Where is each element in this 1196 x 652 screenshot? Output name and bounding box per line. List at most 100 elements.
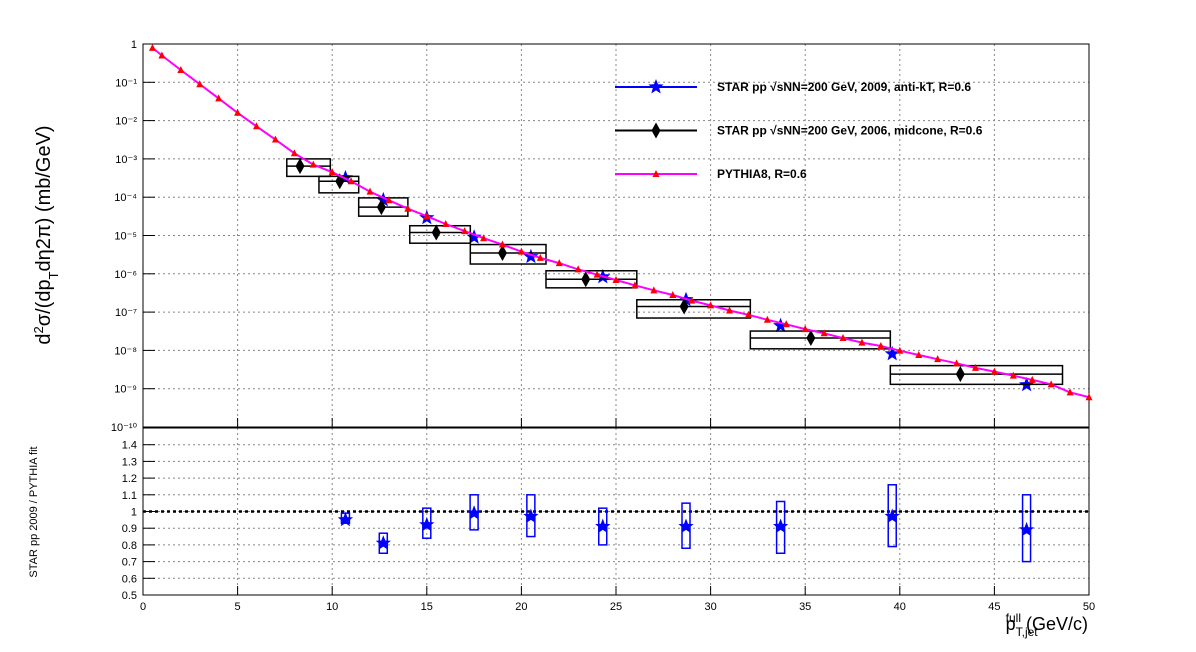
y-tick-label: 1.1	[122, 490, 137, 502]
star-marker	[648, 79, 664, 94]
legend-label: STAR pp √sNN=200 GeV, 2006, midcone, R=0…	[717, 124, 983, 138]
triangle-marker	[915, 350, 923, 358]
x-tick-label: 20	[515, 601, 527, 613]
triangle-marker	[328, 168, 336, 176]
x-tick-label: 40	[894, 601, 906, 613]
systematic-box	[889, 364, 1064, 386]
diamond-marker	[295, 158, 305, 175]
star-marker	[773, 518, 789, 533]
y-title-sup: 2	[31, 326, 46, 333]
y-tick-label: 0.9	[122, 523, 137, 535]
y-tick-label: 10⁻⁷	[115, 307, 137, 319]
triangle-marker	[215, 94, 223, 102]
triangle-marker	[517, 247, 525, 255]
triangle-marker	[309, 160, 317, 168]
y-tick-label: 10⁻¹	[115, 77, 137, 89]
triangle-marker	[744, 310, 752, 318]
diamond-marker	[806, 330, 816, 347]
systematic-box	[469, 243, 547, 265]
triangle-marker	[593, 270, 601, 278]
triangle-marker	[652, 170, 660, 177]
star-marker	[523, 248, 539, 264]
triangle-marker	[385, 196, 393, 204]
y-tick-label: 10⁻⁵	[114, 231, 137, 243]
triangle-marker	[726, 306, 734, 314]
triangle-marker	[763, 315, 771, 323]
triangle-marker	[574, 265, 582, 273]
x-tick-label: 5	[235, 601, 241, 613]
star-marker	[884, 345, 900, 361]
triangle-marker	[347, 177, 355, 185]
y-tick-label: 0.8	[122, 540, 137, 552]
triangle-marker	[498, 240, 506, 248]
star-marker	[1019, 521, 1035, 537]
y-tick-label: 10⁻²	[115, 116, 137, 128]
star-marker	[773, 317, 789, 333]
triangle-marker	[461, 227, 469, 235]
star-marker	[595, 518, 611, 533]
y-tick-label: 0.7	[122, 557, 137, 569]
star-marker	[466, 229, 482, 244]
diamond-marker	[431, 224, 441, 241]
x-axis-title: pT,jetfull (GeV/c)	[1006, 611, 1088, 639]
star-marker	[375, 191, 391, 207]
x-tick-label: 15	[421, 601, 433, 613]
triangle-marker	[669, 290, 677, 298]
triangle-marker	[877, 342, 885, 350]
legend-label: STAR pp √sNN=200 GeV, 2009, anti-kT, R=0…	[717, 80, 971, 94]
triangle-marker	[650, 286, 658, 294]
y-axis-title: d2σ/(dpTdη2π) (mb/GeV)	[31, 125, 61, 344]
triangle-marker	[148, 43, 156, 51]
star-marker	[466, 505, 482, 520]
triangle-marker	[820, 329, 828, 337]
y-tick-label: 1.4	[122, 440, 137, 452]
y-tick-label: 10⁻⁴	[114, 192, 137, 204]
y-tick-label: 0.5	[122, 590, 137, 602]
triangle-marker	[782, 320, 790, 328]
y-tick-label: 1	[131, 39, 137, 51]
triangle-marker	[1066, 388, 1074, 396]
triangle-marker	[631, 281, 639, 289]
triangle-marker	[196, 80, 204, 88]
triangle-marker	[1028, 375, 1036, 383]
x-tick-label: 25	[610, 601, 622, 613]
star-marker	[337, 511, 354, 527]
star-marker	[375, 535, 391, 550]
diamond-marker	[376, 199, 386, 216]
triangle-marker	[253, 122, 261, 130]
triangle-marker	[271, 135, 279, 143]
star-marker	[884, 508, 900, 523]
x-title-sub: T,jet	[1016, 625, 1039, 639]
y-title-part: d	[33, 333, 55, 344]
systematic-box	[286, 158, 332, 178]
triangle-marker	[990, 367, 998, 375]
triangle-marker	[404, 204, 412, 212]
y-tick-label: 10⁻⁶	[114, 269, 137, 281]
y-title-sub: T	[46, 271, 61, 279]
triangle-marker	[480, 234, 488, 242]
triangle-marker	[555, 259, 563, 267]
y-tick-label: 10⁻³	[115, 154, 137, 166]
triangle-marker	[290, 149, 298, 157]
x-title-sup: full	[1006, 611, 1021, 625]
triangle-marker	[1047, 380, 1055, 388]
y-tick-label: 10⁻⁹	[114, 384, 137, 396]
triangle-marker	[177, 65, 185, 73]
triangle-marker	[971, 363, 979, 371]
y-tick-label: 1.2	[122, 473, 137, 485]
diamond-marker	[679, 298, 689, 315]
legend-label: PYTHIA8, R=0.6	[717, 167, 807, 181]
diamond-marker	[581, 271, 591, 288]
systematic-box	[775, 500, 786, 555]
triangle-marker	[934, 355, 942, 363]
triangle-marker	[896, 346, 904, 354]
diamond-marker	[651, 122, 661, 139]
diamond-marker	[497, 244, 507, 261]
x-title-base: p	[1006, 614, 1016, 634]
star-marker	[419, 516, 435, 532]
triangle-marker	[158, 51, 166, 59]
x-tick-label: 30	[704, 601, 716, 613]
triangle-marker	[953, 359, 961, 367]
